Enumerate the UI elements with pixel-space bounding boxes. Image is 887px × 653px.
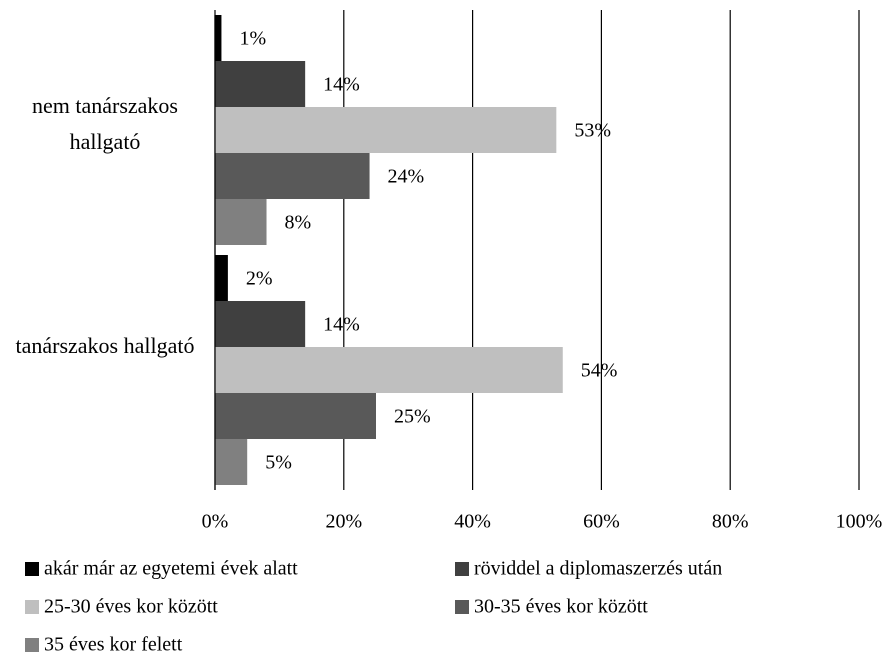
bar bbox=[215, 255, 228, 301]
bar bbox=[215, 61, 306, 107]
value-label: 14% bbox=[323, 314, 360, 336]
category-label: tanárszakos hallgató bbox=[15, 333, 195, 358]
legend-swatch bbox=[25, 600, 39, 614]
bar bbox=[215, 107, 557, 153]
bar bbox=[215, 15, 222, 61]
x-tick-label: 80% bbox=[712, 511, 749, 533]
value-label: 24% bbox=[388, 166, 425, 188]
bar bbox=[215, 347, 563, 393]
value-label: 54% bbox=[581, 360, 618, 382]
bar bbox=[215, 301, 306, 347]
category-label: nem tanárszakos hallgató bbox=[32, 93, 178, 154]
bar bbox=[215, 199, 267, 245]
value-label: 14% bbox=[323, 74, 360, 96]
bar bbox=[215, 153, 370, 199]
legend-label: 35 éves kor felett bbox=[44, 634, 183, 653]
x-tick-label: 20% bbox=[325, 511, 362, 533]
value-label: 53% bbox=[574, 120, 611, 142]
value-label: 1% bbox=[239, 28, 266, 50]
legend-label: 25-30 éves kor között bbox=[44, 596, 218, 618]
x-tick-label: 0% bbox=[202, 511, 229, 533]
bar bbox=[215, 393, 376, 439]
bar bbox=[215, 439, 248, 485]
legend-label: röviddel a diplomaszerzés után bbox=[474, 558, 722, 580]
value-label: 5% bbox=[265, 452, 292, 474]
legend-label: akár már az egyetemi évek alatt bbox=[44, 558, 298, 580]
value-label: 2% bbox=[246, 268, 273, 290]
legend-swatch bbox=[455, 562, 469, 576]
legend-swatch bbox=[25, 638, 39, 652]
x-tick-label: 100% bbox=[836, 511, 883, 533]
x-tick-label: 60% bbox=[583, 511, 620, 533]
legend-swatch bbox=[25, 562, 39, 576]
value-label: 8% bbox=[285, 212, 312, 234]
legend-swatch bbox=[455, 600, 469, 614]
legend-label: 30-35 éves kor között bbox=[474, 596, 648, 618]
x-tick-label: 40% bbox=[454, 511, 491, 533]
value-label: 25% bbox=[394, 406, 431, 428]
